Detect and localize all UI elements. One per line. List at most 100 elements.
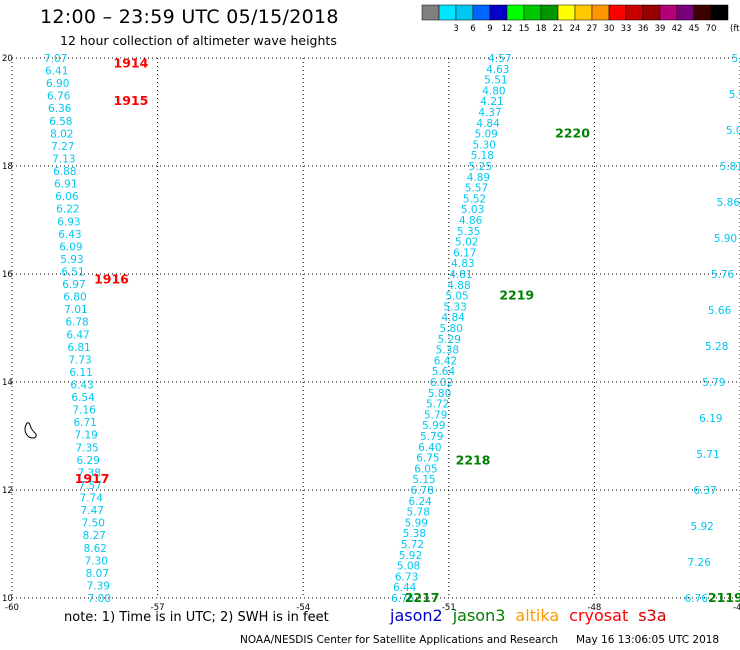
swh-value: 6.90: [46, 78, 69, 90]
swh-value: 8.02: [50, 128, 73, 140]
scale-tick-label: 24: [570, 24, 581, 34]
swh-value: 5.99: [422, 420, 445, 432]
swh-value: 5.78: [407, 507, 430, 519]
swh-value: 6.02: [430, 377, 453, 389]
swh-value: 6.93: [57, 216, 80, 228]
swh-value: 5.80: [428, 388, 451, 400]
satellite-legend-item: cryosat: [569, 606, 629, 625]
swh-value: 7.16: [72, 405, 96, 417]
swh-value: 5.35: [457, 226, 480, 238]
swh-value: 6.37: [693, 485, 716, 497]
swh-track: 7.076.416.906.766.366.588.027.277.136.88…: [44, 53, 111, 605]
scale-tick-label: 18: [536, 24, 547, 34]
swh-value: 8.27: [83, 530, 106, 542]
map-grid: [11, 57, 740, 599]
swh-value: 6.40: [418, 442, 441, 454]
swh-value: 6.29: [76, 455, 99, 467]
swh-value: 5.76: [711, 269, 735, 281]
satellite-legend-item: s3a: [638, 606, 667, 625]
swh-value: 6.09: [59, 241, 82, 253]
satellite-legend-item: jason3: [452, 606, 506, 625]
swh-value: 5.66: [708, 305, 732, 317]
swh-value: 5.86: [717, 197, 740, 209]
scale-unit-label: (ft): [730, 24, 740, 34]
scale-tick-label: 30: [604, 24, 615, 34]
latitude-tick-label: 18: [2, 162, 13, 172]
swh-value: 5.79: [424, 409, 447, 421]
swh-value: 4.89: [467, 172, 490, 184]
swh-value: 7.27: [51, 141, 74, 153]
swh-value: 5.03: [461, 204, 484, 216]
pass-number-label: 1917: [75, 471, 110, 486]
swh-track: 4.574.635.514.804.214.374.845.095.305.18…: [391, 53, 511, 605]
swh-value: 4.84: [441, 312, 465, 324]
swh-value: 8.62: [84, 543, 107, 555]
swh-value: 4.84: [476, 118, 500, 130]
scale-tick-label: 9: [487, 24, 492, 34]
swh-value: 6.44: [393, 582, 417, 594]
swh-value: 4.81: [449, 269, 472, 281]
swh-value: 6.19: [699, 413, 722, 425]
swh-value: 5.64: [432, 366, 456, 378]
swh-value: 7.50: [82, 518, 105, 530]
swh-value: 5.52: [463, 193, 486, 205]
swh-value: 6.17: [453, 247, 476, 259]
swh-value: 6.76: [685, 593, 709, 605]
swh-value: 5.02: [455, 237, 478, 249]
scale-tick-label: 12: [502, 24, 513, 34]
wave-height-map: -60-57-54-51-48-451012141618207.076.416.…: [2, 53, 740, 613]
swh-value: 6.97: [62, 279, 85, 291]
swh-value: 7.26: [688, 557, 712, 569]
swh-value: 7.39: [87, 580, 110, 592]
swh-value: 4.37: [478, 107, 501, 119]
scale-tick-label: 33: [621, 24, 632, 34]
swh-value: 7.74: [80, 493, 104, 505]
swh-value: 5.28: [705, 341, 728, 353]
latitude-tick-label: 10: [2, 594, 13, 604]
swh-value: 6.73: [395, 571, 418, 583]
swh-value: 5.0: [726, 125, 740, 137]
swh-value: 5.99: [405, 517, 428, 529]
swh-value: 6.41: [45, 66, 68, 78]
swh-value: 6.06: [55, 191, 79, 203]
swh-value: 8.07: [86, 568, 109, 580]
scale-tick-label: 70: [706, 24, 717, 34]
swh-value: 6.43: [58, 229, 81, 241]
footer-credit: NOAA/NESDIS Center for Satellite Applica…: [240, 634, 558, 646]
swh-value: 5.38: [403, 528, 426, 540]
swh-value: 6.51: [61, 266, 84, 278]
scale-tick-label: 15: [519, 24, 530, 34]
longitude-tick-label: -60: [5, 603, 19, 613]
pass-number-label: 2217: [405, 590, 440, 605]
swh-value: 7.13: [52, 153, 75, 165]
swh-value: 5.57: [465, 183, 488, 195]
swh-value: 5.05: [445, 291, 468, 303]
swh-value: 6.24: [408, 496, 432, 508]
pass-number-label: 2220: [555, 126, 590, 141]
swh-value: 7.00: [88, 593, 111, 605]
scale-tick-label: 27: [587, 24, 598, 34]
swh-value: 7.01: [64, 304, 87, 316]
footer-generated-date: May 16 13:06:05 UTC 2018: [576, 634, 720, 646]
swh-value: 5.80: [440, 323, 463, 335]
swh-value: 7.35: [75, 442, 98, 454]
swh-value: 5.71: [696, 449, 719, 461]
swh-value: 6.78: [410, 485, 433, 497]
swh-value: 4.57: [488, 53, 511, 65]
longitude-tick-label: -57: [151, 603, 165, 613]
scale-tick-label: 45: [689, 24, 700, 34]
pass-number-label: 1915: [114, 93, 149, 108]
swh-value: 5.9: [729, 89, 740, 101]
swh-track: 5.4 5.9 5.0 5.81 5.86 5.90 5.76 5.66 5.28 5.79 6.1…: [685, 53, 740, 605]
swh-value: 5.18: [471, 150, 494, 162]
swh-value: 5.09: [474, 129, 497, 141]
swh-value: 6.78: [65, 317, 88, 329]
latitude-tick-label: 12: [2, 486, 13, 496]
swh-value: 6.05: [414, 463, 437, 475]
longitude-tick-label: -54: [296, 603, 310, 613]
swh-value: 4.63: [486, 64, 509, 76]
swh-value: 6.43: [70, 380, 93, 392]
swh-value: 7.19: [74, 430, 97, 442]
